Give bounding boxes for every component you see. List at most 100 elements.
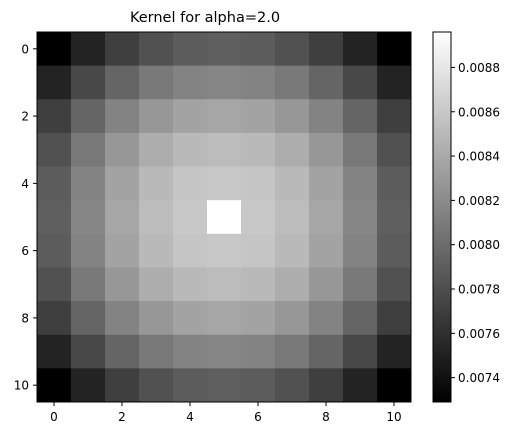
heatmap-cell-5-3 [139, 200, 174, 235]
heatmap-cell-4-0 [37, 166, 72, 201]
heatmap-cell-9-5 [207, 334, 242, 369]
heatmap-cell-7-1 [71, 267, 106, 302]
heatmap-cell-2-5 [207, 99, 242, 134]
colorbar-tick-label-0: 0.0074 [458, 371, 500, 385]
colorbar-tick-label-6: 0.0086 [458, 105, 500, 119]
heatmap-cell-2-2 [105, 99, 140, 134]
heatmap-cell-8-9 [343, 301, 378, 336]
heatmap-cell-7-10 [377, 267, 412, 302]
heatmap-cell-1-5 [207, 65, 242, 100]
heatmap-cell-0-4 [173, 32, 208, 67]
heatmap-cell-0-2 [105, 32, 140, 67]
y-tick-label-10: 10 [14, 379, 29, 393]
heatmap-cell-1-8 [309, 65, 344, 100]
x-tick-label-0: 0 [50, 410, 58, 424]
heatmap-cell-0-3 [139, 32, 174, 67]
colorbar-tick-label-3: 0.0080 [458, 238, 500, 252]
chart-title: Kernel for alpha=2.0 [130, 10, 280, 26]
heatmap-cell-0-1 [71, 32, 106, 67]
heatmap-cell-2-3 [139, 99, 174, 134]
heatmap-cell-0-6 [241, 32, 276, 67]
heatmap-cell-9-0 [37, 334, 72, 369]
heatmap-cell-7-9 [343, 267, 378, 302]
heatmap-cell-10-5 [207, 368, 242, 403]
heatmap-cell-5-9 [343, 200, 378, 235]
colorbar-tick-label-2: 0.0078 [458, 283, 500, 297]
heatmap-cell-9-2 [105, 334, 140, 369]
heatmap-cell-7-8 [309, 267, 344, 302]
heatmap-cell-10-3 [139, 368, 174, 403]
heatmap-cell-6-2 [105, 233, 140, 268]
heatmap-cell-4-1 [71, 166, 106, 201]
heatmap-cell-3-0 [37, 132, 72, 167]
heatmap-cell-0-7 [275, 32, 310, 67]
heatmap-cell-3-2 [105, 132, 140, 167]
heatmap-cell-5-6 [241, 200, 276, 235]
y-axis-ticks: 0 2 4 6 8 10 [14, 42, 37, 393]
heatmap-cell-8-6 [241, 301, 276, 336]
heatmap-cell-9-7 [275, 334, 310, 369]
heatmap-cell-7-5 [207, 267, 242, 302]
heatmap-cell-3-8 [309, 132, 344, 167]
heatmap-cell-4-2 [105, 166, 140, 201]
heatmap-cell-7-3 [139, 267, 174, 302]
heatmap-cell-6-0 [37, 233, 72, 268]
heatmap-cell-7-4 [173, 267, 208, 302]
heatmap-cell-9-4 [173, 334, 208, 369]
colorbar-tick-label-7: 0.0088 [458, 61, 500, 75]
heatmap-cell-0-5 [207, 32, 242, 67]
heatmap-cell-4-4 [173, 166, 208, 201]
heatmap-cell-2-1 [71, 99, 106, 134]
heatmap-cell-8-7 [275, 301, 310, 336]
y-tick-label-6: 6 [21, 244, 29, 258]
heatmap-cell-1-0 [37, 65, 72, 100]
heatmap-cell-9-10 [377, 334, 412, 369]
heatmap-cell-6-5 [207, 233, 242, 268]
heatmap-cell-6-9 [343, 233, 378, 268]
heatmap-cell-3-1 [71, 132, 106, 167]
heatmap-cell-6-7 [275, 233, 310, 268]
heatmap-cell-1-10 [377, 65, 412, 100]
heatmap-cell-5-8 [309, 200, 344, 235]
heatmap-cell-8-10 [377, 301, 412, 336]
y-tick-label-4: 4 [21, 177, 29, 191]
heatmap-cell-1-4 [173, 65, 208, 100]
heatmap-cell-0-9 [343, 32, 378, 67]
heatmap-cell-3-7 [275, 132, 310, 167]
heatmap-cell-1-2 [105, 65, 140, 100]
x-axis-ticks: 0 2 4 6 8 10 [50, 402, 402, 424]
heatmap-cell-3-5 [207, 132, 242, 167]
heatmap-cell-8-0 [37, 301, 72, 336]
colorbar-tick-label-4: 0.0082 [458, 194, 500, 208]
heatmap-cell-6-1 [71, 233, 106, 268]
heatmap-cell-1-6 [241, 65, 276, 100]
heatmap-cell-2-4 [173, 99, 208, 134]
x-tick-label-8: 8 [322, 410, 330, 424]
plot-frame [36, 31, 412, 403]
heatmap-cell-4-9 [343, 166, 378, 201]
heatmap-cell-2-0 [37, 99, 72, 134]
x-tick-label-10: 10 [386, 410, 401, 424]
colorbar [432, 31, 452, 403]
heatmap-cell-9-9 [343, 334, 378, 369]
heatmap-cell-3-4 [173, 132, 208, 167]
heatmap-cell-4-5 [207, 166, 242, 201]
heatmap-cell-10-0 [37, 368, 72, 403]
heatmap-cell-7-7 [275, 267, 310, 302]
heatmap-cell-2-9 [343, 99, 378, 134]
heatmap-cell-5-5 [207, 200, 242, 235]
x-tick-label-4: 4 [186, 410, 194, 424]
colorbar-tick-label-1: 0.0076 [458, 327, 500, 341]
heatmap-cell-10-6 [241, 368, 276, 403]
y-tick-label-0: 0 [21, 42, 29, 56]
y-tick-label-8: 8 [21, 311, 29, 325]
heatmap-cell-10-8 [309, 368, 344, 403]
heatmap-cell-8-4 [173, 301, 208, 336]
heatmap-cell-10-7 [275, 368, 310, 403]
heatmap-cell-3-9 [343, 132, 378, 167]
heatmap-cell-1-9 [343, 65, 378, 100]
heatmap-cell-9-3 [139, 334, 174, 369]
heatmap-cell-2-8 [309, 99, 344, 134]
heatmap-cell-7-6 [241, 267, 276, 302]
heatmap-cell-5-2 [105, 200, 140, 235]
